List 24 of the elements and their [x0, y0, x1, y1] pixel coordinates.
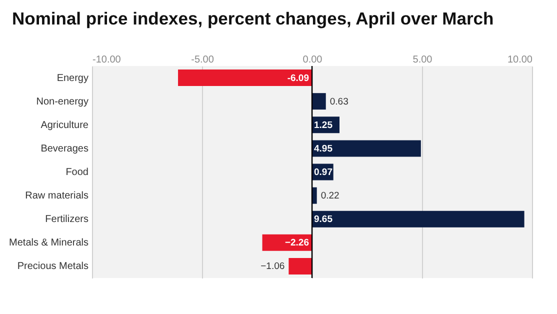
- y-tick-label: Food: [66, 167, 88, 178]
- y-tick-label: Non-energy: [36, 96, 88, 108]
- data-label: −2.26: [284, 238, 309, 249]
- y-tick-label: Precious Metals: [17, 261, 88, 272]
- x-tick-label: -10.00: [92, 54, 122, 66]
- y-tick-label: Beverages: [40, 143, 88, 154]
- data-label: 4.95: [314, 143, 334, 154]
- x-tick-label: -5.00: [191, 54, 214, 66]
- y-tick-label: Raw materials: [25, 190, 88, 202]
- y-tick-label: Agriculture: [40, 120, 89, 131]
- data-label: 0.22: [320, 190, 340, 202]
- x-tick-label: 5.00: [412, 54, 433, 66]
- x-tick-label: 0.00: [302, 54, 323, 66]
- data-label: 0.97: [314, 167, 332, 178]
- data-label: 1.25: [314, 120, 334, 131]
- data-label: 9.65: [314, 214, 334, 226]
- data-label: 0.63: [330, 96, 348, 108]
- y-tick-label: Fertilizers: [45, 214, 88, 226]
- y-tick-label: Metals & Minerals: [9, 238, 88, 249]
- x-tick-label: 10.00: [507, 54, 533, 66]
- data-label: -6.09: [287, 72, 309, 84]
- data-label: −1.06: [260, 261, 285, 272]
- y-tick-label: Energy: [56, 72, 88, 84]
- chart-title: Nominal price indexes, percent changes, April over March: [12, 8, 494, 28]
